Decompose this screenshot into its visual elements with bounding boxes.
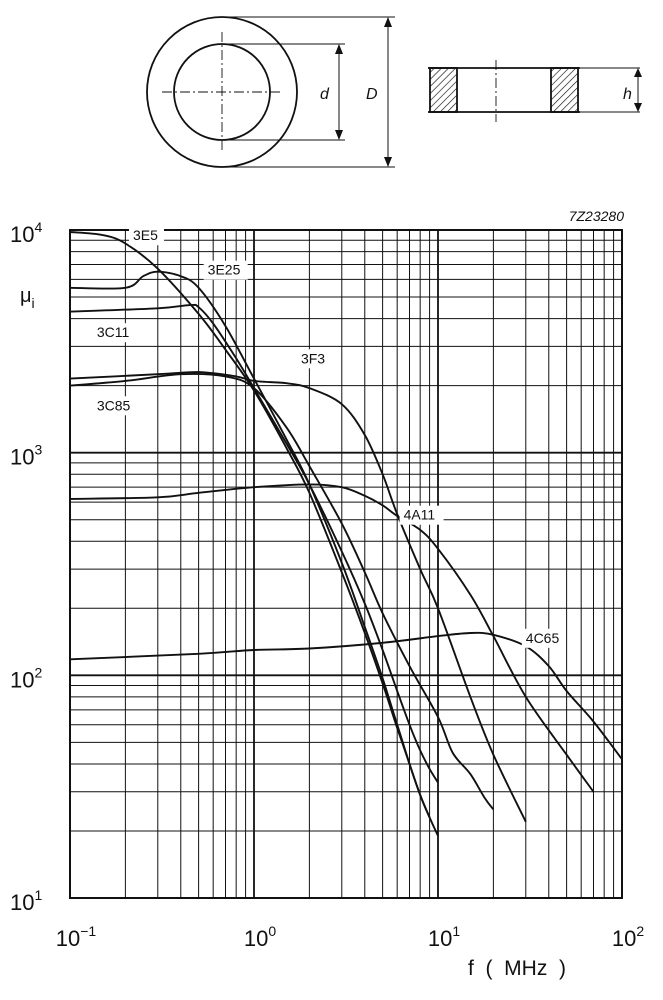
x-tick-label: 101 (428, 923, 460, 951)
series-label-backdrop (92, 323, 137, 343)
series-label-3f3: 3F3 (301, 350, 325, 366)
series-line-3e25 (69, 270, 439, 837)
series-label-backdrop (129, 226, 165, 246)
section-hatch-left (429, 67, 458, 113)
y-tick-label: 103 (10, 442, 42, 470)
x-tick-label: 100 (244, 923, 276, 951)
section-hatch-right (550, 67, 579, 113)
dimension-h-label: h (623, 86, 632, 103)
series-line-3e5 (69, 231, 431, 818)
dimension-D-label: D (366, 86, 378, 103)
series-label-3c11: 3C11 (97, 324, 130, 340)
tick-labels: 10−1 100 101 102 101 102 103 104 (10, 219, 644, 951)
series-label-backdrop (92, 396, 137, 416)
series-label-backdrop (521, 628, 566, 648)
y-tick-label: 104 (10, 219, 42, 247)
series-line-4a11 (69, 483, 595, 793)
y-tick-label: 102 (10, 664, 42, 692)
x-tick-label: 102 (612, 923, 644, 951)
series-line-3c85 (69, 372, 495, 810)
series-group: 3E5 3E25 3C11 3F3 3C85 4A11 4C65 (69, 226, 623, 837)
toroid-cross-section (428, 60, 642, 122)
series-label-4c65: 4C65 (526, 630, 560, 646)
y-axis-label: μi (20, 285, 35, 311)
series-label-backdrop (296, 349, 332, 369)
x-axis-label: f ( MHz ) (468, 957, 566, 980)
series-label-3e25: 3E25 (208, 262, 241, 278)
series-label-3e5: 3E5 (133, 227, 158, 243)
series-label-backdrop (399, 505, 444, 525)
series-line-4c65 (69, 631, 623, 760)
series-label-4a11: 4A11 (404, 507, 436, 523)
plot-grid (69, 230, 622, 899)
series-label-backdrop (203, 260, 248, 280)
y-tick-label: 101 (10, 887, 42, 915)
series-line-3f3 (69, 371, 527, 823)
series-label-3c85: 3C85 (97, 397, 131, 413)
figure-code: 7Z23280 (569, 208, 624, 224)
dimension-d-label: d (320, 86, 330, 103)
toroid-top-view (146, 16, 395, 168)
plot-frame (69, 229, 623, 899)
x-tick-label: 10−1 (56, 923, 97, 951)
